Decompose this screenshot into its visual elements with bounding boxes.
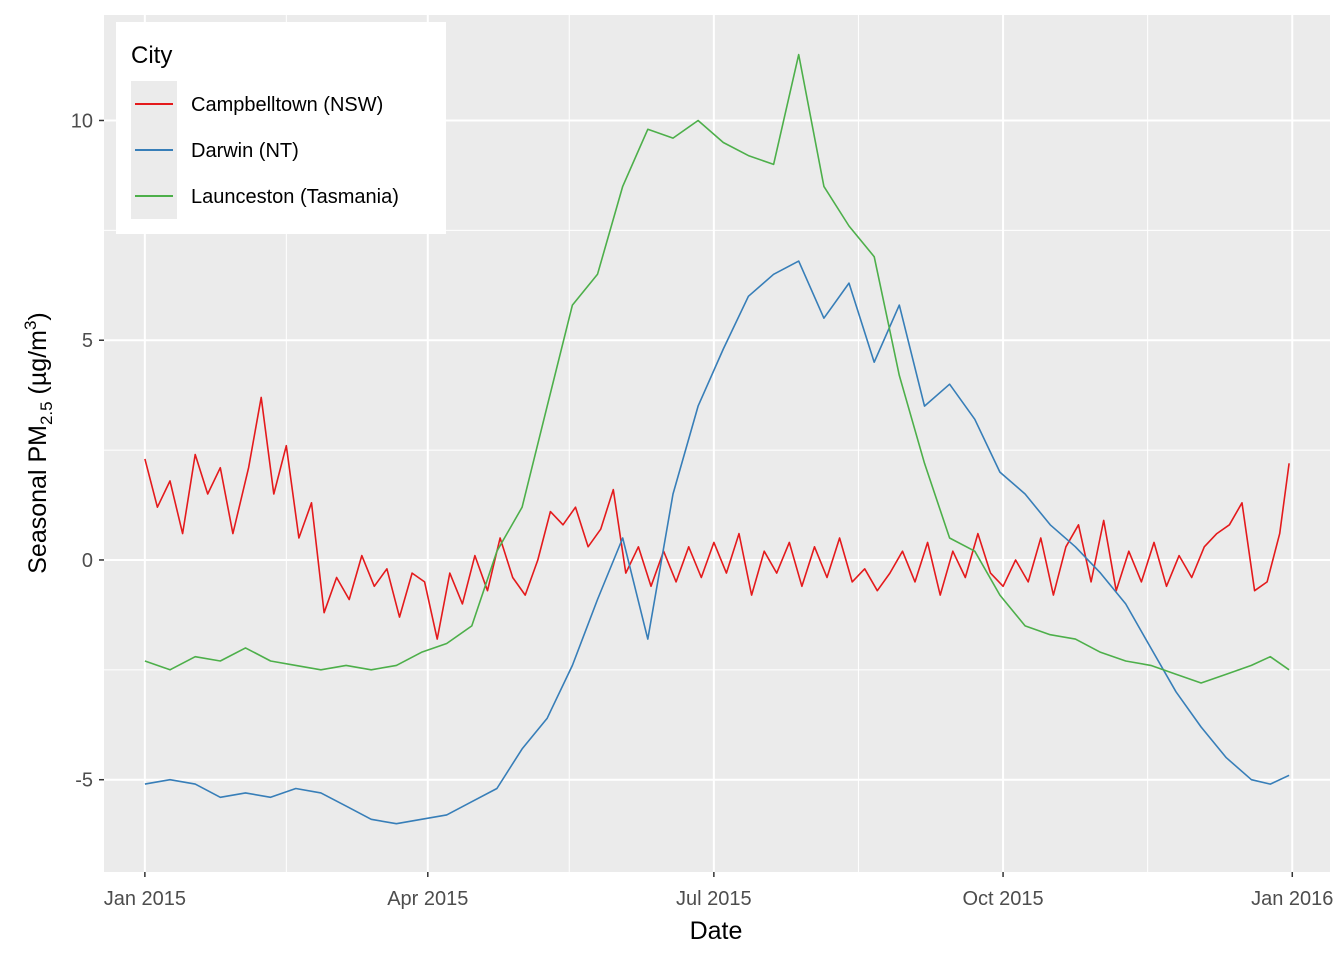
y-axis: -5 0 5 10 <box>71 110 104 792</box>
series-layer <box>144 53 1290 825</box>
legend-label: Launceston (Tasmania) <box>191 186 399 208</box>
y-tick-label: 10 <box>71 110 93 132</box>
y-tick-label: 0 <box>82 550 93 572</box>
y-axis-title-main: Seasonal PM <box>24 425 52 574</box>
legend-title: City <box>131 42 172 69</box>
legend-label: Campbelltown (NSW) <box>191 94 383 116</box>
x-tick-label: Jan 2015 <box>104 888 186 910</box>
legend-label: Darwin (NT) <box>191 140 299 162</box>
series-line-0 <box>144 396 1290 640</box>
y-tick-label: 5 <box>82 330 93 352</box>
legend: City Campbelltown (NSW) Darwin (NT) Launce… <box>116 22 446 234</box>
y-axis-title-close: ) <box>24 312 52 320</box>
x-axis: Jan 2015 Apr 2015 Jul 2015 Oct 2015 Jan 2016 <box>104 872 1333 910</box>
x-axis-title: Date <box>690 917 743 945</box>
grid-major <box>104 15 1330 872</box>
y-axis-title-unit: (µg/m <box>24 330 52 401</box>
x-tick-label: Apr 2015 <box>387 888 468 910</box>
x-tick-label: Jul 2015 <box>676 888 752 910</box>
y-axis-title-superscript: 3 <box>21 321 40 330</box>
series-line-2 <box>144 53 1290 684</box>
y-axis-title: Seasonal PM2.5 (µg/m3) <box>21 312 56 574</box>
series-line-1 <box>144 260 1290 825</box>
y-axis-title-subscript: 2.5 <box>37 401 56 425</box>
y-tick-label: -5 <box>75 770 93 792</box>
legend-items: Campbelltown (NSW) Darwin (NT) Launceston … <box>131 81 399 219</box>
x-tick-label: Jan 2016 <box>1251 888 1333 910</box>
x-tick-label: Oct 2015 <box>962 888 1043 910</box>
